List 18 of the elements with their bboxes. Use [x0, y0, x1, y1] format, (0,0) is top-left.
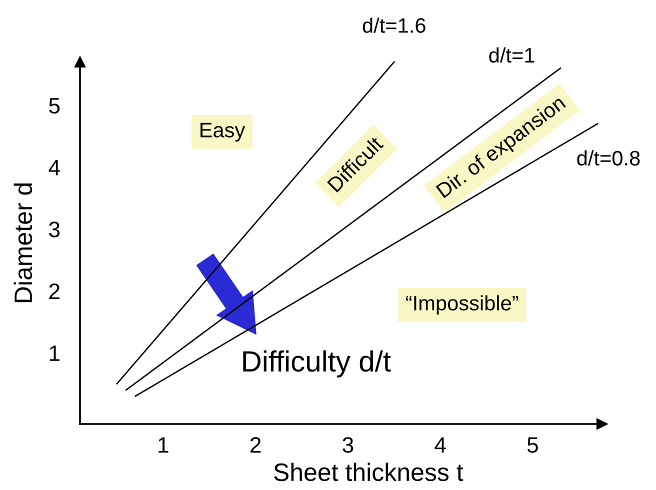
x-tick-label: 2 [250, 437, 261, 453]
y-tick-label: 1 [50, 346, 60, 361]
x-tick-label: 1 [158, 437, 168, 453]
x-axis-title: Sheet thickness t [274, 462, 464, 482]
y-tick-label: 4 [48, 160, 60, 176]
annotation: “Impossible” [406, 295, 518, 315]
series-label: d/t=1.6 [362, 18, 426, 33]
y-axis-title: Diameter d [14, 183, 32, 302]
annotation: Easy [200, 122, 246, 142]
x-tick-label: 4 [434, 437, 446, 453]
series-label: d/t=1 [489, 47, 534, 63]
series-label: d/t=0.8 [577, 150, 640, 166]
y-tick-label: 5 [49, 98, 60, 114]
x-tick-label: 3 [342, 437, 354, 453]
y-tick-label: 3 [49, 222, 60, 238]
x-tick-label: 5 [527, 437, 538, 453]
annotation: Difficulty d/t [243, 350, 391, 378]
y-tick-label: 2 [49, 283, 60, 300]
